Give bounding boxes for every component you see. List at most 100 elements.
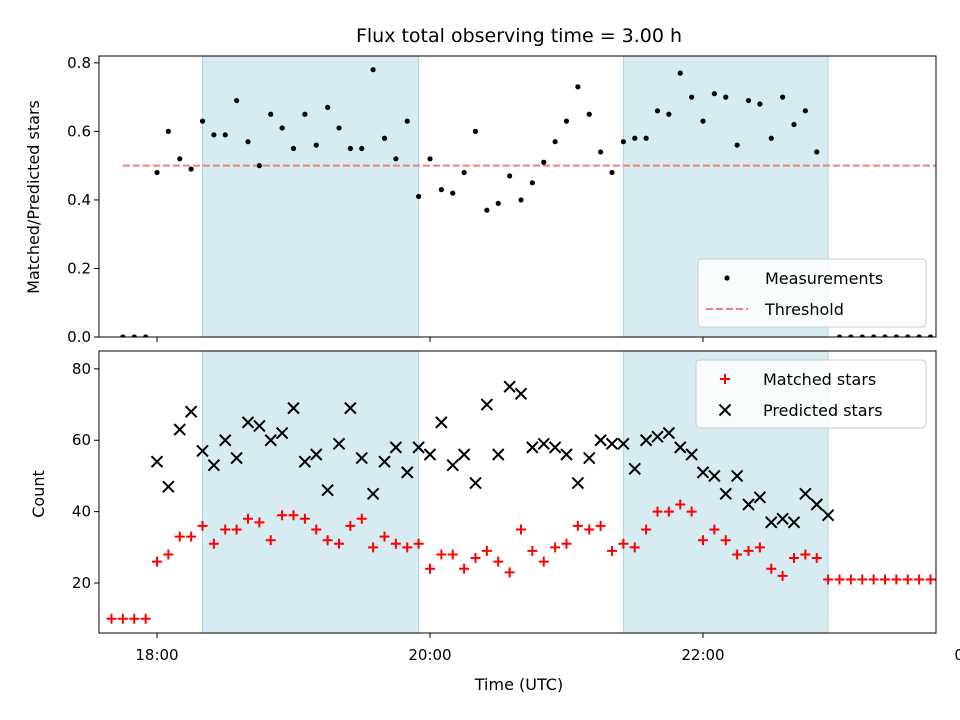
predicted-point [526, 441, 539, 454]
bottom-series-1 [106, 499, 936, 624]
measurement-point [131, 334, 137, 337]
matched-point [550, 542, 561, 553]
matched-point [925, 574, 936, 585]
matched-point [277, 510, 288, 521]
predicted-point [423, 448, 437, 461]
measurement-point [575, 84, 581, 90]
predicted-point [594, 434, 607, 447]
predicted-point [298, 455, 312, 468]
predicted-point [207, 459, 221, 472]
measurement-point [620, 139, 626, 145]
measurement-point [484, 207, 490, 213]
matched-point [698, 535, 708, 546]
matched-point [538, 556, 549, 567]
predicted-point [173, 423, 186, 436]
matched-point [334, 538, 344, 549]
chart-title: Flux total observing time = 3.00 h [356, 25, 682, 47]
measurement-point [893, 334, 899, 337]
predicted-point [321, 484, 334, 497]
matched-point [197, 520, 208, 531]
matched-point [527, 545, 538, 556]
top-y-tick-label: 0.4 [67, 191, 91, 209]
measurement-point [871, 334, 877, 337]
measurement-point [507, 173, 513, 179]
measurement-point [199, 118, 206, 124]
measurement-point [165, 128, 171, 134]
matched-point [834, 574, 845, 585]
top-y-tick-label: 0.6 [67, 122, 91, 140]
matched-point [413, 538, 424, 549]
bottom-y-tick-label: 80 [72, 360, 91, 378]
measurement-point [609, 169, 615, 176]
top-panel: 0.0 0.2 0.4 0.6 0.8 Measurements Threshold [67, 54, 937, 346]
matched-point [845, 574, 856, 585]
measurement-point [677, 70, 683, 76]
matched-point [641, 524, 652, 535]
legend-marker-measurements [724, 275, 730, 281]
predicted-point [412, 441, 425, 454]
matched-point [675, 499, 686, 510]
matched-point [504, 567, 515, 578]
measurement-point [347, 145, 353, 152]
predicted-point [366, 487, 380, 500]
predicted-point [639, 434, 653, 447]
matched-point [493, 556, 504, 567]
predicted-point [184, 405, 198, 418]
measurement-point [814, 149, 820, 155]
matched-point [743, 545, 754, 556]
predicted-point [617, 437, 630, 451]
legend-label: Predicted stars [763, 401, 883, 420]
measurement-point [780, 94, 786, 100]
predicted-point [765, 516, 778, 529]
bottom-x-tick-label: 00:00 [954, 646, 960, 664]
top-y-tick-label: 0.8 [67, 54, 91, 72]
measurement-point [734, 142, 740, 148]
top-legend: Measurements Threshold [697, 258, 927, 328]
matched-point [390, 538, 401, 549]
matched-point [311, 524, 322, 535]
top-y-tick-label: 0.0 [67, 328, 91, 346]
bottom-frame [98, 350, 937, 634]
matched-point [709, 524, 720, 535]
matched-point [243, 513, 253, 524]
predicted-point [776, 512, 789, 525]
predicted-point [230, 451, 243, 465]
top-legend-box [697, 258, 927, 328]
bottom-x-tick-label: 20:00 [408, 646, 451, 664]
predicted-point [753, 491, 767, 504]
measurement-point [927, 334, 934, 337]
matched-point [789, 553, 799, 564]
matched-point [516, 524, 526, 535]
legend-label: Threshold [764, 300, 844, 319]
predicted-point [685, 448, 698, 461]
predicted-point [571, 476, 585, 490]
predicted-point [389, 441, 403, 454]
measurement-point [404, 118, 410, 124]
predicted-point [344, 401, 357, 415]
matched-point [732, 549, 743, 560]
matched-point [231, 524, 242, 535]
matched-point [368, 542, 379, 553]
measurement-point [325, 104, 331, 111]
matched-point [595, 520, 606, 531]
bottom-series-2 [150, 380, 835, 529]
predicted-point [628, 462, 641, 476]
measurement-point [882, 334, 888, 337]
matched-point [425, 563, 435, 574]
measurement-point [279, 125, 285, 131]
measurement-point [427, 156, 433, 162]
measurement-point [302, 111, 308, 117]
predicted-point [674, 441, 687, 454]
predicted-point [435, 416, 448, 429]
measurement-point [245, 139, 251, 145]
legend-marker-matched [720, 374, 730, 384]
measurement-point [268, 111, 274, 117]
legend-label: Measurements [765, 269, 883, 288]
bottom-panel: 2040608018:0020:0022:0000:0002:0004:00Ma… [72, 350, 960, 664]
top-frame [98, 55, 937, 338]
predicted-point [730, 469, 744, 483]
measurement-point [461, 169, 467, 176]
measurement-point [290, 145, 297, 152]
matched-point [902, 574, 913, 585]
